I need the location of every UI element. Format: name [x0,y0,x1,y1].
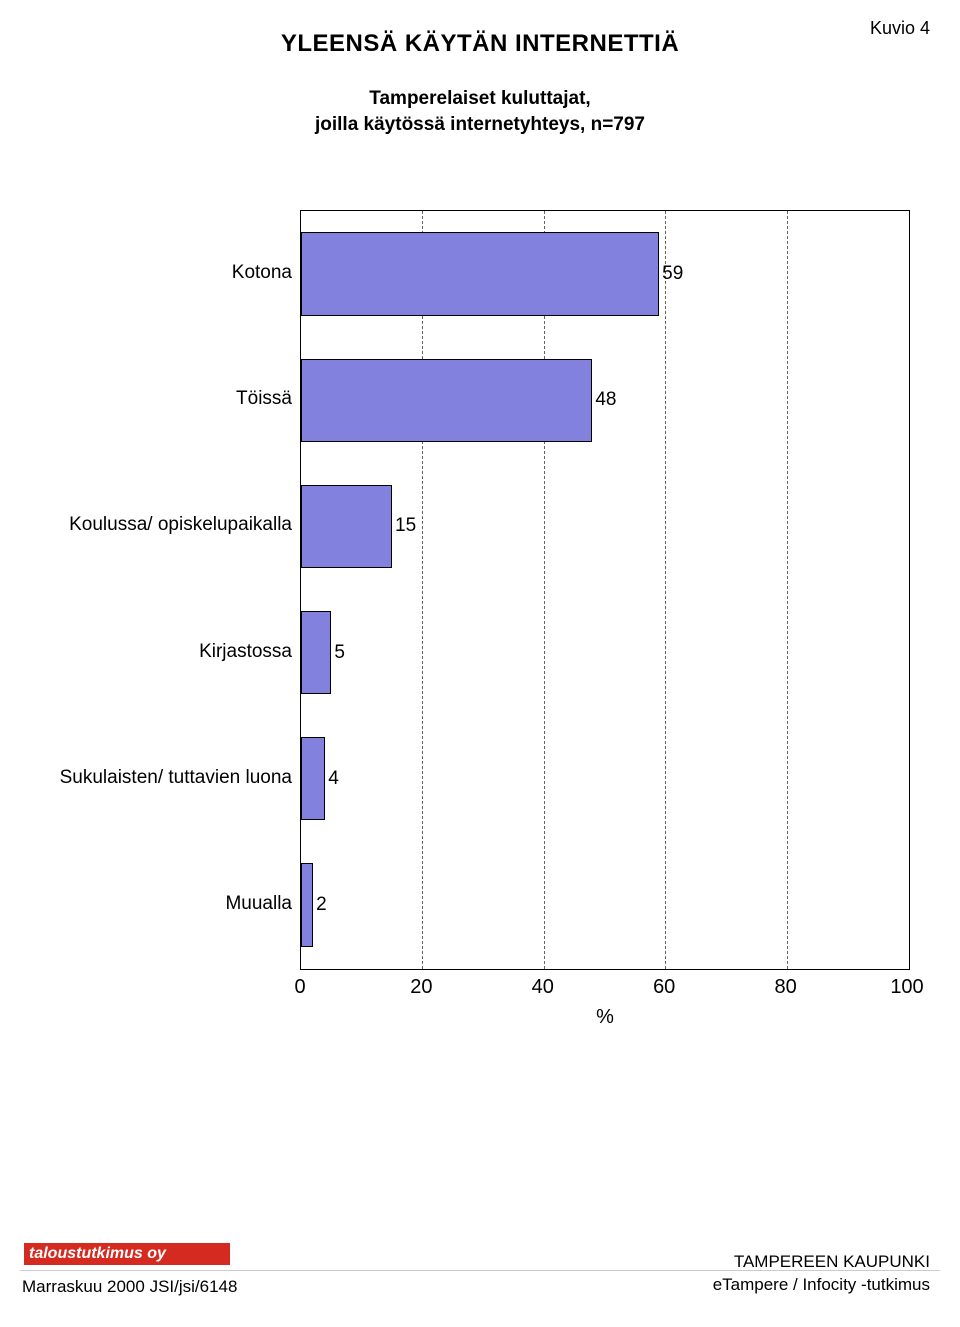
footer-logo: taloustutkimus oy [22,1241,232,1267]
chart-subtitle: Tamperelaiset kuluttajat, joilla käytöss… [0,86,960,137]
bar-value-label: 4 [328,768,339,790]
bar: 4 [301,737,325,820]
x-tick-label: 40 [532,976,554,999]
chart-area: Kotona Töissä Koulussa/ opiskelupaikalla Ki… [40,210,920,1030]
category-label: Muualla [40,893,292,915]
bar: 5 [301,611,331,694]
footer-left-text: Marraskuu 2000 JSI/jsi/6148 [22,1277,237,1297]
category-label: Töissä [40,388,292,410]
bar: 15 [301,485,392,568]
footer-right-line-2: eTampere / Infocity -tutkimus [713,1274,930,1297]
chart-title: YLEENSÄ KÄYTÄN INTERNETTIÄ [0,30,960,58]
subtitle-line-1: Tamperelaiset kuluttajat, [0,86,960,112]
category-label: Koulussa/ opiskelupaikalla [40,514,292,536]
gridline [787,211,788,969]
gridline [544,211,545,969]
x-tick-label: 80 [774,976,796,999]
x-tick-label: 0 [294,976,305,999]
bar: 48 [301,359,592,442]
footer-logo-text: taloustutkimus oy [29,1245,166,1263]
footer-right-line-1: TAMPEREEN KAUPUNKI [713,1251,930,1274]
footer-right: TAMPEREEN KAUPUNKI eTampere / Infocity -… [713,1251,930,1297]
plot-area: 59 48 15 5 4 2 [300,210,910,970]
subtitle-line-2: joilla käytössä internetyhteys, n=797 [0,112,960,138]
x-axis-ticks: 020406080100 [300,976,910,1006]
title-block: YLEENSÄ KÄYTÄN INTERNETTIÄ Tamperelaiset… [0,25,960,137]
x-tick-label: 60 [653,976,675,999]
category-label: Sukulaisten/ tuttavien luona [40,767,292,789]
bar: 2 [301,863,313,946]
y-axis-labels: Kotona Töissä Koulussa/ opiskelupaikalla Ki… [40,210,300,970]
x-tick-label: 100 [890,976,923,999]
bar-value-label: 2 [316,894,327,916]
gridline [665,211,666,969]
bar: 59 [301,232,659,315]
bar-value-label: 59 [662,263,683,285]
x-axis-title: % [300,1006,910,1029]
bar-value-label: 5 [334,642,345,664]
category-label: Kirjastossa [40,641,292,663]
bar-value-label: 48 [595,389,616,411]
category-label: Kotona [40,262,292,284]
bar-value-label: 15 [395,515,416,537]
gridline [422,211,423,969]
x-tick-label: 20 [410,976,432,999]
page: Kuvio 4 YLEENSÄ KÄYTÄN INTERNETTIÄ Tampe… [0,0,960,1327]
